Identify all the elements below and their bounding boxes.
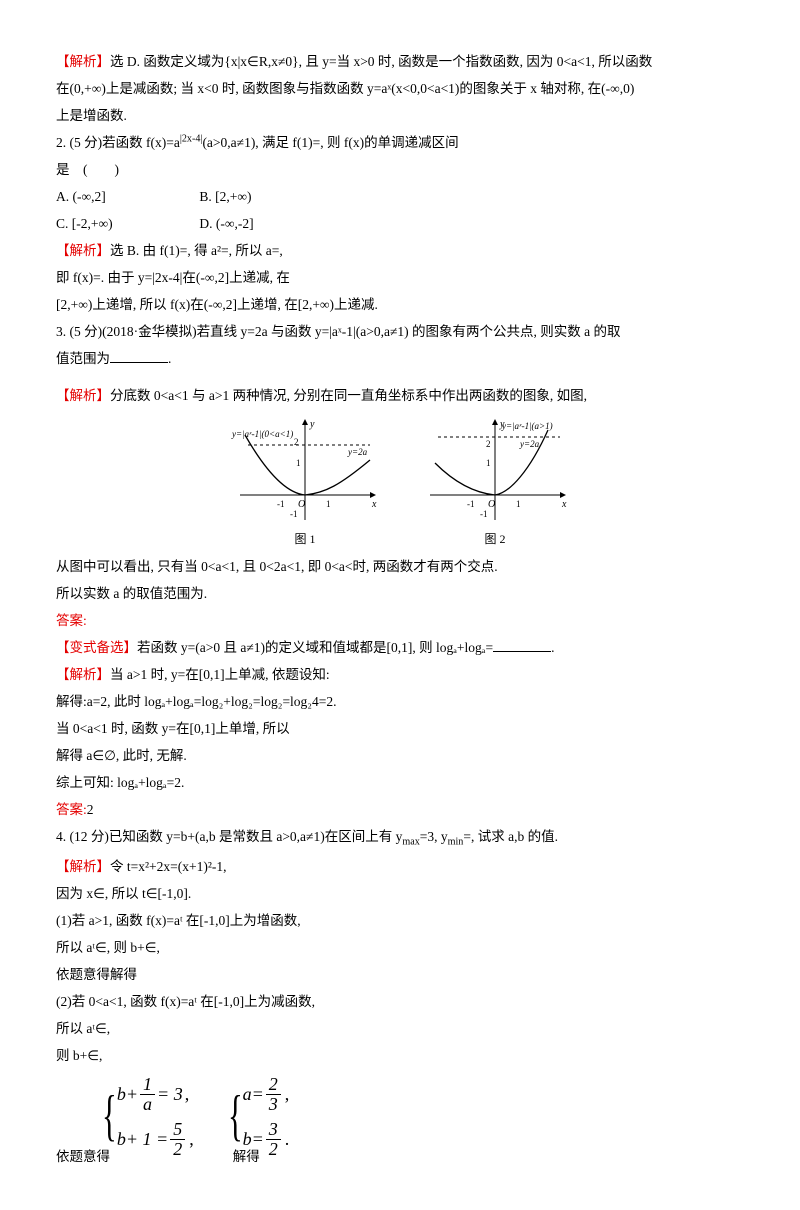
- axis-x-label: x: [561, 499, 567, 510]
- text: 当 0<a<1 时, 函数 y=在[0,1]上单增, 所以: [56, 715, 744, 742]
- analysis-4: 【解析】令 t=x²+2x=(x+1)²-1,: [56, 853, 744, 880]
- tick: 1: [486, 458, 491, 468]
- figure-1: x y y=2a y=|aˣ-1|(0<a<1) -1 O 1 -1 1 2 图…: [230, 415, 380, 551]
- analysis-v: 【解析】当 a>1 时, y=在[0,1]上单减, 依题设知:: [56, 661, 744, 688]
- option-b: B. [2,+∞): [199, 189, 251, 204]
- curve-label: y=|aˣ-1|(a>1): [501, 421, 553, 431]
- equation: a = 23,: [243, 1075, 290, 1114]
- text: 解得 a∈∅, 此时, 无解.: [56, 742, 744, 769]
- tick: O: [298, 499, 305, 510]
- text: =, 试求 a,b 的值.: [463, 829, 558, 844]
- answer-label: 答案:: [56, 613, 87, 628]
- text: (2)若 0<a<1, 函数 f(x)=aᵗ 在[-1,0]上为减函数,: [56, 988, 744, 1015]
- subscript: min: [448, 837, 464, 848]
- options-row: A. (-∞,2] B. [2,+∞): [56, 183, 744, 210]
- tick: 2: [486, 439, 491, 449]
- text: 所以 aᵗ∈,: [56, 1015, 744, 1042]
- analysis-3: 【解析】分底数 0<a<1 与 a>1 两种情况, 分别在同一直角坐标系中作出两…: [56, 382, 744, 409]
- text: 所以实数 a 的取值范围为.: [56, 580, 744, 607]
- tick: -1: [277, 499, 285, 509]
- formula-caption: 依题意得 解得: [56, 1143, 744, 1170]
- text: 上是增函数.: [56, 102, 744, 129]
- text: 解得: [233, 1149, 260, 1164]
- text: 值范围为: [56, 351, 110, 366]
- text: (a>0,a≠1), 满足 f(1)=, 则 f(x)的单调递减区间: [202, 135, 458, 150]
- option-d: D. (-∞,-2]: [199, 216, 253, 231]
- text: 当 a>1 时, y=在[0,1]上单减, 依题设知:: [110, 667, 330, 682]
- fill-blank: [493, 651, 551, 652]
- text: 从图中可以看出, 只有当 0<a<1, 且 0<2a<1, 即 0<a<时, 两…: [56, 553, 744, 580]
- text: 令 t=x²+2x=(x+1)²-1,: [110, 859, 227, 874]
- text: [2,+∞)上递增, 所以 f(x)在(-∞,2]上递增, 在[2,+∞)上递减…: [56, 291, 744, 318]
- figure-2-caption: 图 2: [484, 527, 505, 551]
- text: .: [551, 640, 554, 655]
- answer-value: 2: [87, 802, 94, 817]
- figure-1-caption: 图 1: [294, 527, 315, 551]
- tick: 2: [294, 437, 299, 447]
- text: 依题意得: [56, 1149, 110, 1164]
- tick: 1: [326, 499, 331, 509]
- text: .: [168, 351, 171, 366]
- exponent: |2x-4|: [180, 134, 203, 145]
- variant-question: 【变式备选】若函数 y=(a>0 且 a≠1)的定义域和值域都是[0,1], 则…: [56, 634, 744, 661]
- text: 4. (12 分)已知函数 y=b+(a,b 是常数且 a>0,a≠1)在区间上…: [56, 829, 402, 844]
- tick: -1: [480, 509, 488, 519]
- analysis-label: 【解析】: [56, 388, 110, 403]
- variant-label: 【变式备选】: [56, 640, 137, 655]
- text: 选 D. 函数定义域为{x|x∈R,x≠0}, 且 y=当 x>0 时, 函数是…: [110, 54, 652, 69]
- analysis-label: 【解析】: [56, 54, 110, 69]
- analysis-2: 【解析】选 B. 由 f(1)=, 得 a²=, 所以 a=,: [56, 237, 744, 264]
- question-3: 3. (5 分)(2018·金华模拟)若直线 y=2a 与函数 y=|aˣ-1|…: [56, 318, 744, 345]
- text: 因为 x∈, 所以 t∈[-1,0].: [56, 880, 744, 907]
- subscript: max: [402, 837, 419, 848]
- text: (1)若 a>1, 函数 f(x)=aᵗ 在[-1,0]上为增函数,: [56, 907, 744, 934]
- text: 若函数 y=(a>0 且 a≠1)的定义域和值域都是[0,1], 则 logₐ+…: [137, 640, 493, 655]
- text: =3, y: [420, 829, 448, 844]
- curve-label: y=|aˣ-1|(0<a<1): [231, 429, 293, 439]
- text: 2. (5 分)若函数 f(x)=a: [56, 135, 180, 150]
- question-3b: 值范围为.: [56, 345, 744, 372]
- tick: -1: [290, 509, 298, 519]
- option-a: A. (-∞,2]: [56, 183, 196, 210]
- text: 在(0,+∞)上是减函数; 当 x<0 时, 函数图象与指数函数 y=aˣ(x<…: [56, 75, 744, 102]
- options-row: C. [-2,+∞) D. (-∞,-2]: [56, 210, 744, 237]
- text: 解得:a=2, 此时 logₐ+logₐ=log₂+log₂=log₂=log₂…: [56, 688, 744, 715]
- tick: 1: [296, 458, 301, 468]
- tick: O: [488, 499, 495, 510]
- text: 综上可知: logₐ+logₐ=2.: [56, 769, 744, 796]
- analysis-label: 【解析】: [56, 667, 110, 682]
- analysis-1: 【解析】选 D. 函数定义域为{x|x∈R,x≠0}, 且 y=当 x>0 时,…: [56, 48, 744, 75]
- text: 即 f(x)=. 由于 y=|2x-4|在(-∞,2]上递减, 在: [56, 264, 744, 291]
- left-brace-icon: {: [228, 1093, 243, 1141]
- text: 依题意得解得: [56, 961, 744, 988]
- text: 分底数 0<a<1 与 a>1 两种情况, 分别在同一直角坐标系中作出两函数的图…: [110, 388, 587, 403]
- y2a-label: y=2a: [347, 447, 368, 457]
- equation: b + 1a = 3,: [117, 1075, 194, 1114]
- analysis-label: 【解析】: [56, 859, 110, 874]
- question-4: 4. (12 分)已知函数 y=b+(a,b 是常数且 a>0,a≠1)在区间上…: [56, 823, 744, 853]
- figure-2: x y y=2a y=|aˣ-1|(a>1) -1 O 1 -1 1 2 图 2: [420, 415, 570, 551]
- fill-blank: [110, 362, 168, 363]
- text: 则 b+∈,: [56, 1042, 744, 1069]
- y2a-label: y=2a: [519, 439, 540, 449]
- option-c: C. [-2,+∞): [56, 210, 196, 237]
- axis-x-label: x: [371, 499, 377, 510]
- text: 所以 aᵗ∈, 则 b+∈,: [56, 934, 744, 961]
- text: 选 B. 由 f(1)=, 得 a²=, 所以 a=,: [110, 243, 283, 258]
- tick: -1: [467, 499, 475, 509]
- answer-label: 答案:: [56, 802, 87, 817]
- left-brace-icon: {: [102, 1093, 117, 1141]
- text: 是 ( ): [56, 156, 744, 183]
- axis-y-label: y: [309, 419, 315, 430]
- analysis-label: 【解析】: [56, 243, 110, 258]
- answer-line: 答案:2: [56, 796, 744, 823]
- graph-1-svg: x y y=2a y=|aˣ-1|(0<a<1) -1 O 1 -1 1 2: [230, 415, 380, 525]
- tick: 1: [516, 499, 521, 509]
- graph-2-svg: x y y=2a y=|aˣ-1|(a>1) -1 O 1 -1 1 2: [420, 415, 570, 525]
- question-2: 2. (5 分)若函数 f(x)=a|2x-4|(a>0,a≠1), 满足 f(…: [56, 129, 744, 156]
- figure-row: x y y=2a y=|aˣ-1|(0<a<1) -1 O 1 -1 1 2 图…: [56, 415, 744, 551]
